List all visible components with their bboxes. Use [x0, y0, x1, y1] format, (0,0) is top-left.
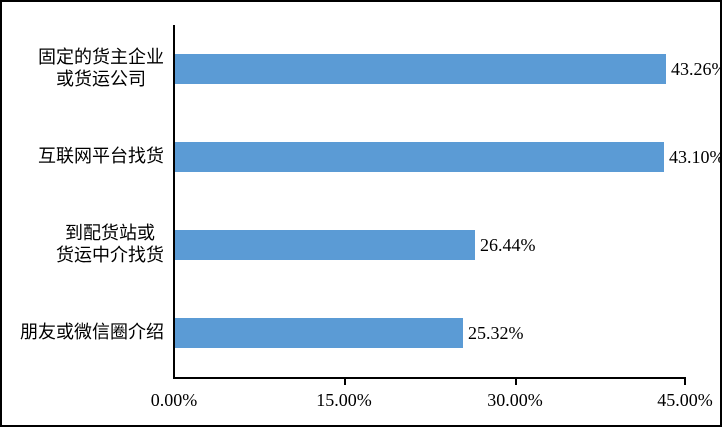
x-axis-tick-mark: [344, 379, 346, 385]
category-label: 互联网平台找货: [38, 145, 164, 167]
bar-value-label: 43.10%: [669, 147, 722, 167]
x-axis-tick-mark: [515, 379, 517, 385]
x-axis-tick-label: 0.00%: [150, 390, 198, 410]
bar-value-label: 25.32%: [468, 323, 524, 343]
bar-segment: [175, 54, 666, 84]
bar-value-label: 26.44%: [480, 235, 536, 255]
category-label: 朋友或微信圈介绍: [20, 321, 164, 343]
category-label-line: 互联网平台找货: [38, 146, 164, 166]
bar-value-label: 43.26%: [671, 59, 722, 79]
category-label: 到配货站或 货运中介找货: [56, 222, 164, 266]
x-axis-tick-label: 30.00%: [487, 390, 543, 410]
x-axis-tick-label: 15.00%: [316, 390, 372, 410]
category-label-line: 朋友或微信圈介绍: [20, 322, 164, 342]
x-axis-tick-label: 45.00%: [657, 390, 713, 410]
x-axis-line: [173, 377, 686, 379]
category-label-line: 或货运公司: [56, 69, 146, 89]
bar-segment: [175, 318, 463, 348]
category-label-line: 货运中介找货: [56, 245, 164, 265]
category-label: 固定的货主企业 或货运公司: [38, 46, 164, 90]
bar-segment: [175, 230, 475, 260]
category-label-line: 到配货站或: [65, 223, 155, 243]
bar-segment: [175, 142, 664, 172]
y-axis-line: [173, 25, 175, 379]
category-label-line: 固定的货主企业: [38, 47, 164, 67]
x-axis-tick-mark: [684, 379, 686, 385]
